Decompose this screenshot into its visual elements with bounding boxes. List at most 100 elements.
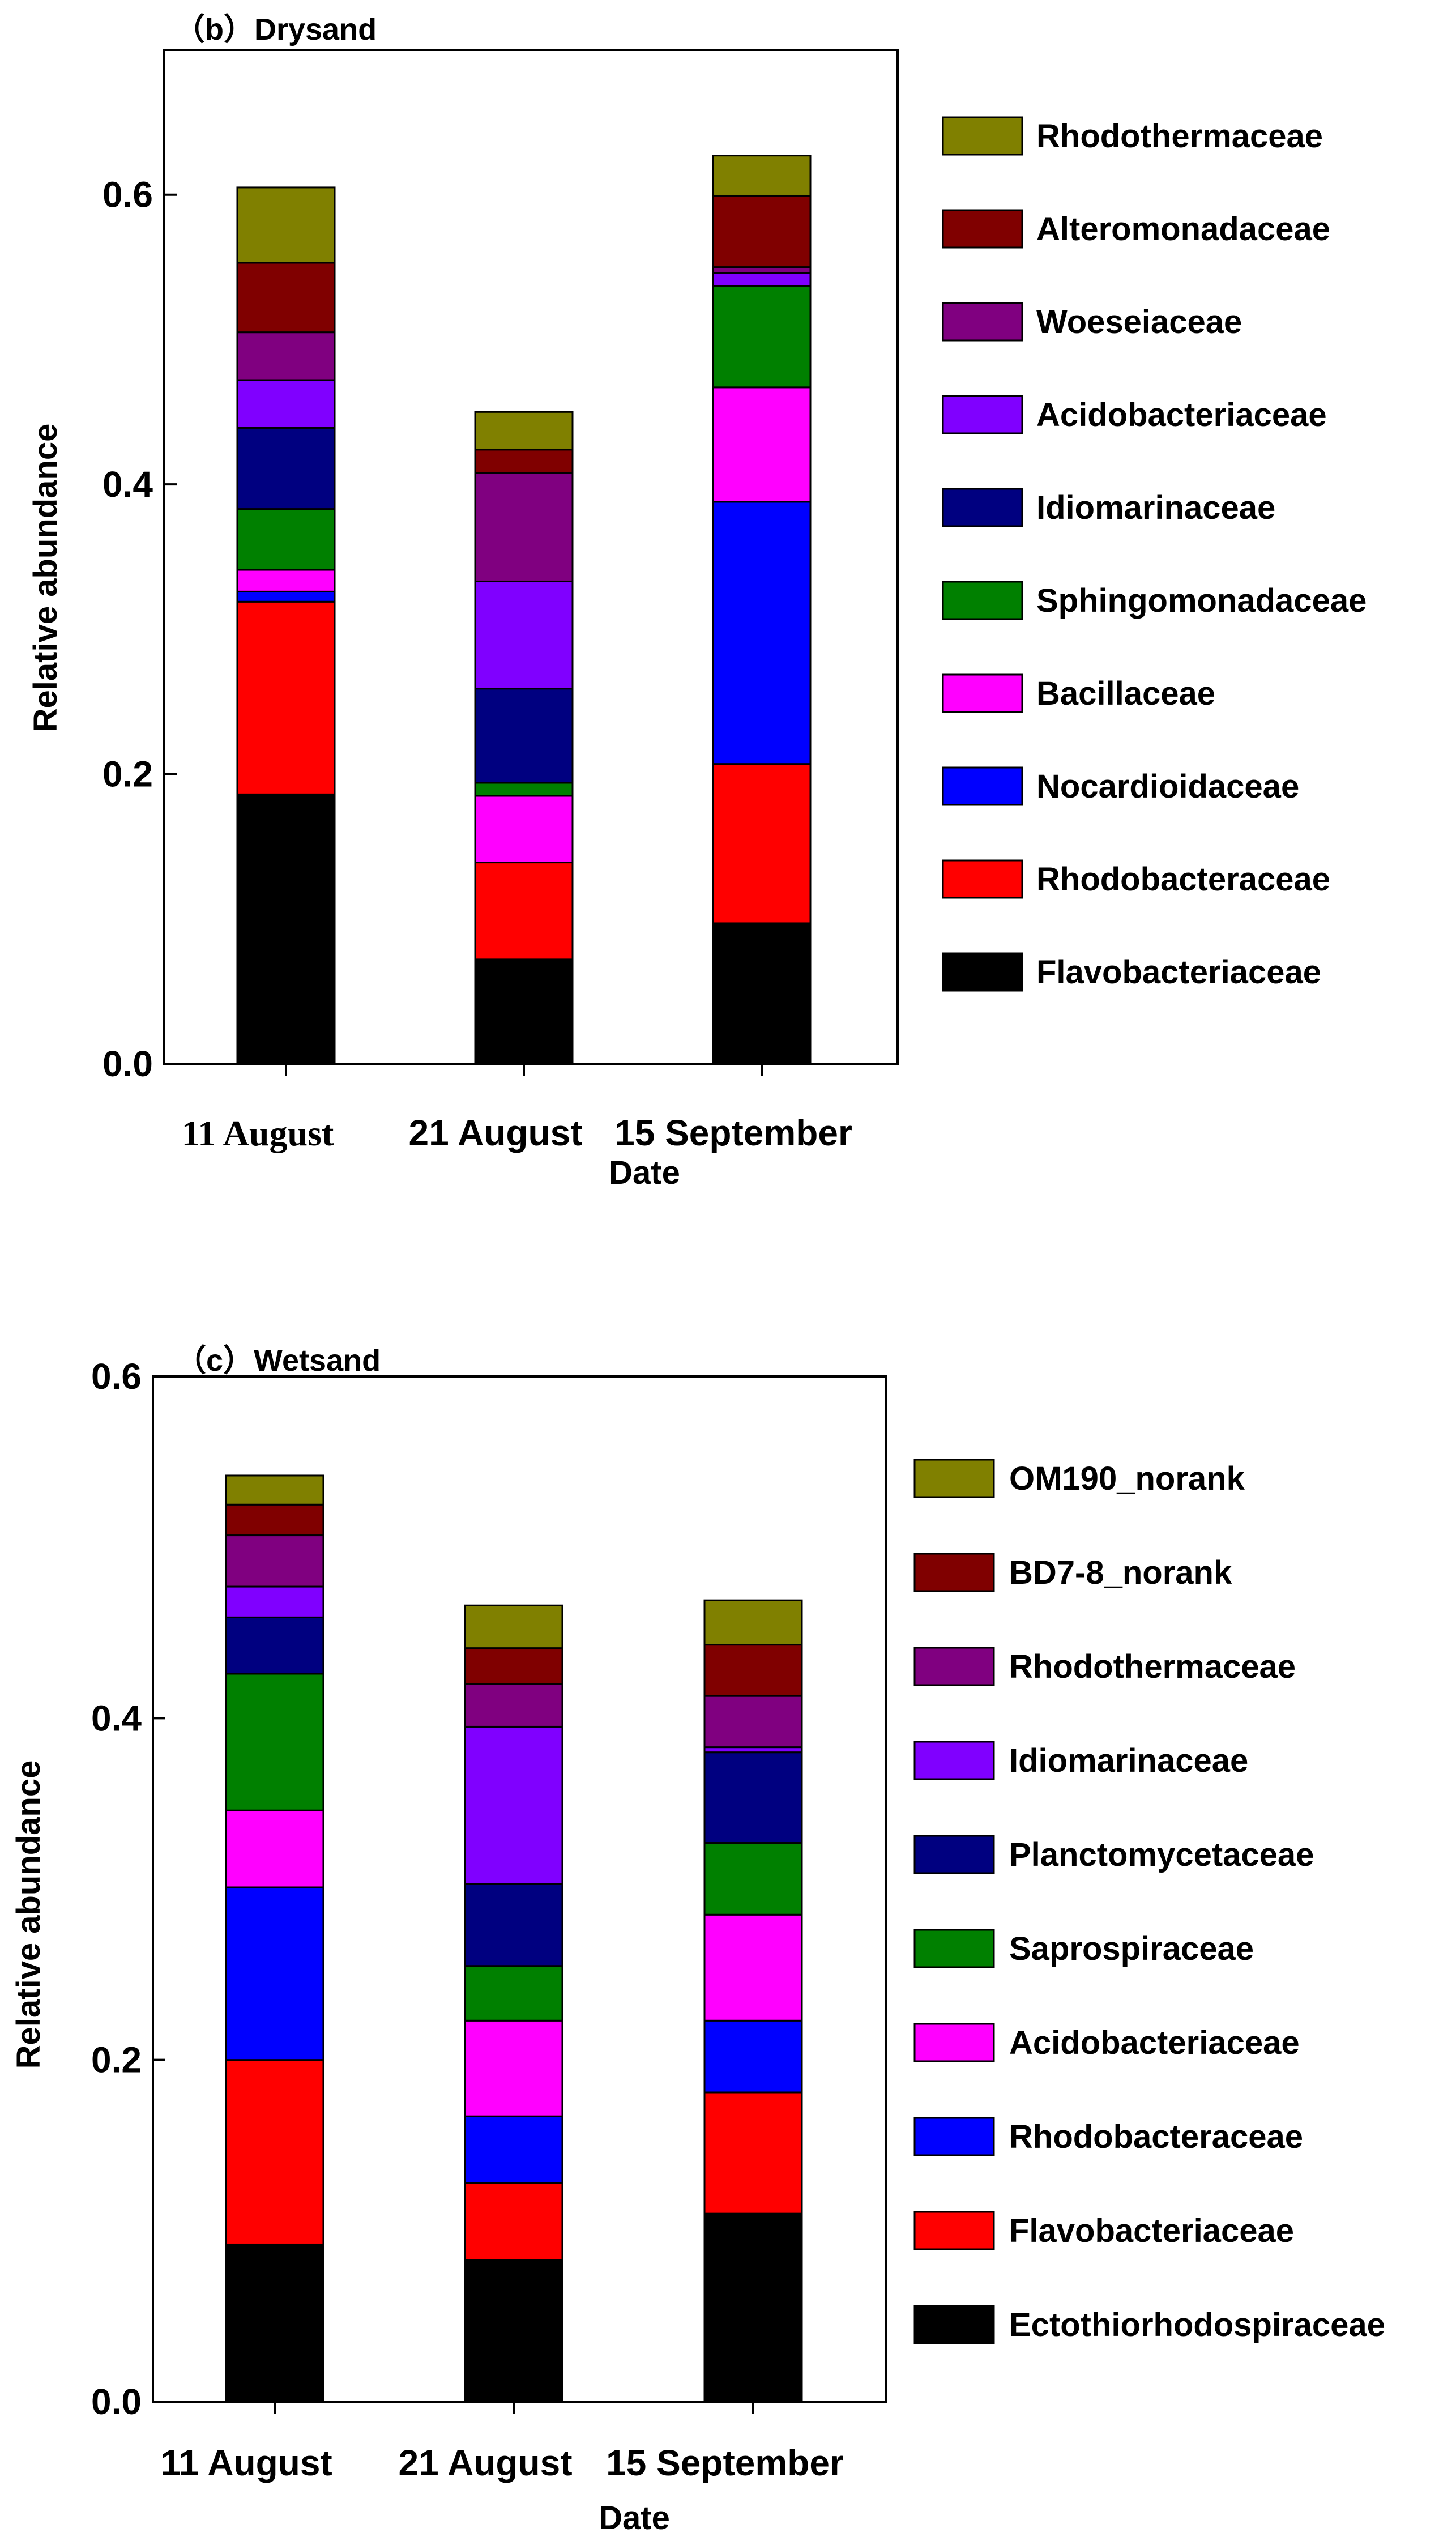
bar-segment <box>464 1683 563 1728</box>
bar-segment <box>474 472 574 582</box>
legend-label: Rhodobacteraceae <box>1036 861 1330 898</box>
legend-swatch <box>913 1835 995 1874</box>
bar-segment <box>474 449 574 474</box>
bar-segment <box>236 331 336 381</box>
bar-segment <box>712 155 812 197</box>
bar-segment <box>464 2182 563 2261</box>
bar-segment <box>236 590 336 603</box>
legend-swatch <box>913 2305 995 2344</box>
bar-segment <box>712 195 812 268</box>
bar-segment <box>703 2019 803 2094</box>
x-tick-label: 11 August <box>160 2442 332 2483</box>
bar-segment <box>474 958 574 1065</box>
bar-segment <box>236 569 336 592</box>
legend-label: Ectothiorhodospiraceae <box>1009 2306 1385 2343</box>
legend-label: Acidobacteriaceae <box>1009 2024 1300 2061</box>
bar-segment <box>464 1883 563 1967</box>
legend: Rhodothermaceae Alteromonadaceae Woeseiace… <box>942 116 1367 992</box>
bar-segment <box>225 1474 324 1506</box>
legend-label: Alteromonadaceae <box>1036 211 1330 248</box>
bar-segment <box>236 508 336 571</box>
y-tick-label: 0.0 <box>91 2381 142 2422</box>
bar-segment <box>236 186 336 264</box>
bar-segment <box>236 262 336 334</box>
y-axis-ticks: 0.0 0.2 0.4 0.6 <box>91 1356 165 2422</box>
bar-segment <box>225 1673 324 1811</box>
bar-segment <box>703 2091 803 2215</box>
y-axis-label: Relative abundance <box>27 424 64 732</box>
legend-label: OM190_norank <box>1009 1460 1245 1497</box>
legend-swatch <box>942 488 1023 527</box>
x-axis-label: Date <box>599 2500 670 2536</box>
legend-swatch <box>913 1647 995 1686</box>
bar-segment <box>225 1809 324 1888</box>
legend-swatch <box>942 116 1023 156</box>
bar-segment <box>225 1503 324 1537</box>
bar-segment <box>712 501 812 765</box>
legend-swatch <box>942 859 1023 899</box>
bar-segment <box>464 2019 563 2117</box>
bar-segment <box>464 1965 563 2022</box>
x-axis-label: Date <box>609 1154 680 1191</box>
y-tick-label: 0.2 <box>103 754 153 795</box>
legend-swatch <box>913 1741 995 1780</box>
legend-swatch <box>942 209 1023 249</box>
legend-label: Planctomycetaceae <box>1009 1836 1314 1873</box>
x-tick-label: 21 August <box>409 1112 583 1153</box>
bar-segment <box>703 1751 803 1844</box>
bar-segment <box>712 272 812 287</box>
y-tick-label: 0.4 <box>91 1698 142 1738</box>
bar-stacks <box>225 1474 803 2403</box>
x-tick-label: 15 September <box>606 2442 844 2483</box>
legend-label: Rhodothermaceae <box>1036 118 1323 155</box>
legend-label: Rhodothermaceae <box>1009 1648 1296 1685</box>
legend-swatch <box>913 2117 995 2156</box>
bar-segment <box>712 266 812 274</box>
bar-segment <box>703 1842 803 1916</box>
y-axis-label: Relative abundance <box>10 1760 47 2069</box>
bar-segment <box>464 1604 563 1649</box>
x-tick-label: 15 September <box>614 1112 852 1153</box>
legend-swatch <box>942 581 1023 620</box>
legend-swatch <box>913 1459 995 1498</box>
y-tick-label: 0.2 <box>91 2040 142 2080</box>
bar-segment <box>703 1913 803 2022</box>
legend-swatch <box>913 1929 995 1968</box>
legend-label: Idiomarinaceae <box>1009 1742 1248 1779</box>
legend-label: Acidobacteriaceae <box>1036 397 1327 433</box>
legend-swatch <box>913 2023 995 2062</box>
bar-segment <box>225 2059 324 2245</box>
legend: OM190_norank BD7-8_norank Rhodothermaceae I… <box>913 1459 1385 2344</box>
bar-segment <box>474 782 574 797</box>
bar-segment <box>225 2243 324 2403</box>
bar-segment <box>225 1585 324 1618</box>
legend-swatch <box>913 1553 995 1592</box>
chart-panel-drysand: （b）Drysand 0.0 0.2 0.4 0.6 11 August 21 Augu… <box>27 12 1367 1191</box>
legend-label: Flavobacteriaceae <box>1036 954 1321 991</box>
bar-segment <box>474 411 574 451</box>
legend-label: Saprospiraceae <box>1009 1930 1254 1967</box>
bar-segment <box>474 862 574 961</box>
bar-segment <box>712 386 812 503</box>
legend-swatch <box>913 2211 995 2250</box>
legend-label: Rhodobacteraceae <box>1009 2118 1303 2155</box>
bar-segment <box>464 2115 563 2184</box>
bar-segment <box>712 285 812 389</box>
bar-segment <box>464 1725 563 1885</box>
legend-label: Nocardioidaceae <box>1036 768 1299 805</box>
bar-segment <box>236 379 336 429</box>
bar-segment <box>474 795 574 864</box>
legend-swatch <box>942 395 1023 434</box>
bar-segment <box>464 1647 563 1685</box>
y-axis-ticks: 0.0 0.2 0.4 0.6 <box>103 174 177 1084</box>
legend-label: BD7-8_norank <box>1009 1554 1232 1591</box>
bar-segment <box>712 922 812 1065</box>
x-tick-label: 11 August <box>182 1113 334 1153</box>
legend-label: Flavobacteriaceae <box>1009 2212 1294 2249</box>
bar-segment <box>236 793 336 1065</box>
y-tick-label: 0.0 <box>103 1043 153 1084</box>
x-tick-label: 21 August <box>399 2442 573 2483</box>
bar-segment <box>225 1534 324 1588</box>
x-axis-ticks: 11 August 21 August 15 September <box>182 1064 852 1153</box>
